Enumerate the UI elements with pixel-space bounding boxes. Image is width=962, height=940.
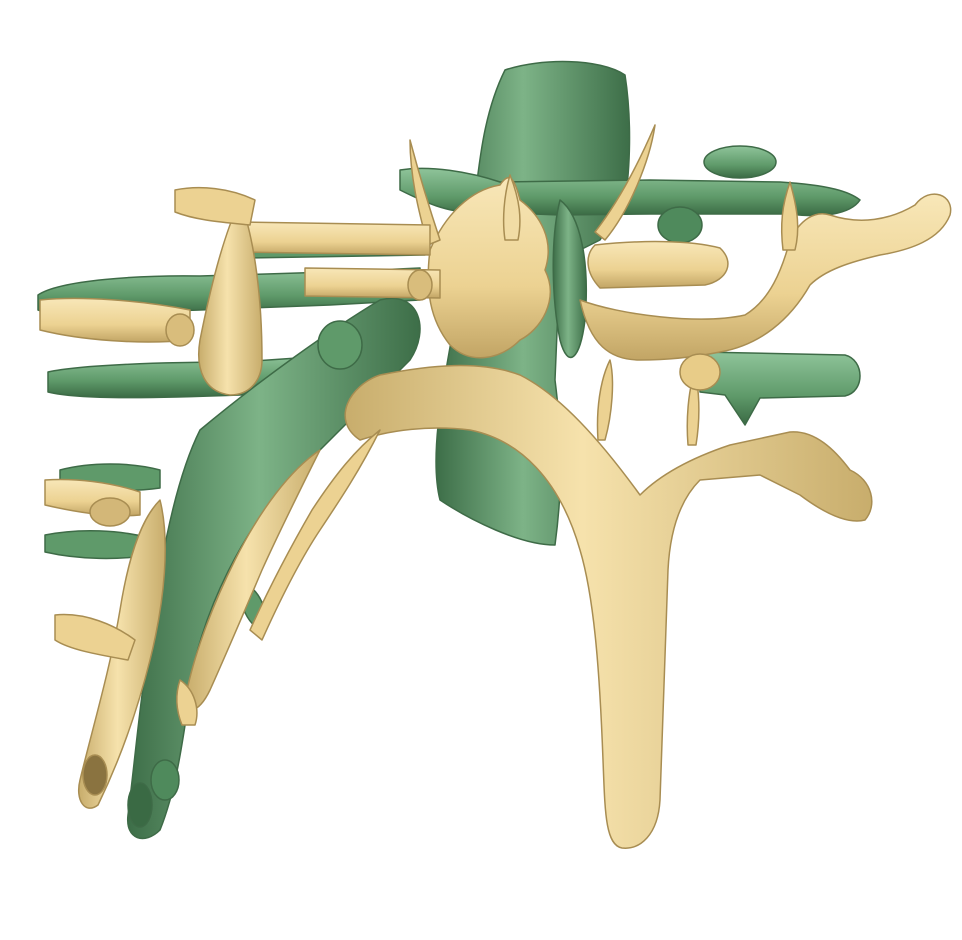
green-small-branch (552, 199, 588, 359)
tan-right-branch (587, 240, 729, 289)
green-node (703, 145, 777, 179)
tan-small-branch (54, 613, 136, 661)
tan-left-branch (174, 186, 256, 226)
tan-spike (780, 181, 799, 251)
tan-spike (409, 139, 441, 246)
tan-spike (502, 174, 521, 241)
tan-spike (596, 359, 614, 441)
tan-node (82, 754, 108, 796)
tan-node (165, 313, 195, 347)
tan-node (679, 353, 721, 391)
tan-upper-branch (239, 221, 431, 256)
tan-trunk (344, 364, 873, 849)
tan-small-branch (176, 679, 198, 726)
tan-node (407, 269, 433, 301)
green-node (150, 759, 180, 801)
tan-vessel-tree (39, 124, 952, 849)
green-right-branch (699, 351, 861, 426)
tan-upper-branch (304, 267, 441, 299)
tan-diagonal (249, 429, 381, 641)
tan-left-trunk (198, 199, 263, 396)
green-node (317, 320, 363, 370)
tan-spike (594, 124, 656, 241)
green-node (127, 782, 153, 828)
green-node (657, 206, 703, 244)
tan-node (89, 497, 131, 527)
